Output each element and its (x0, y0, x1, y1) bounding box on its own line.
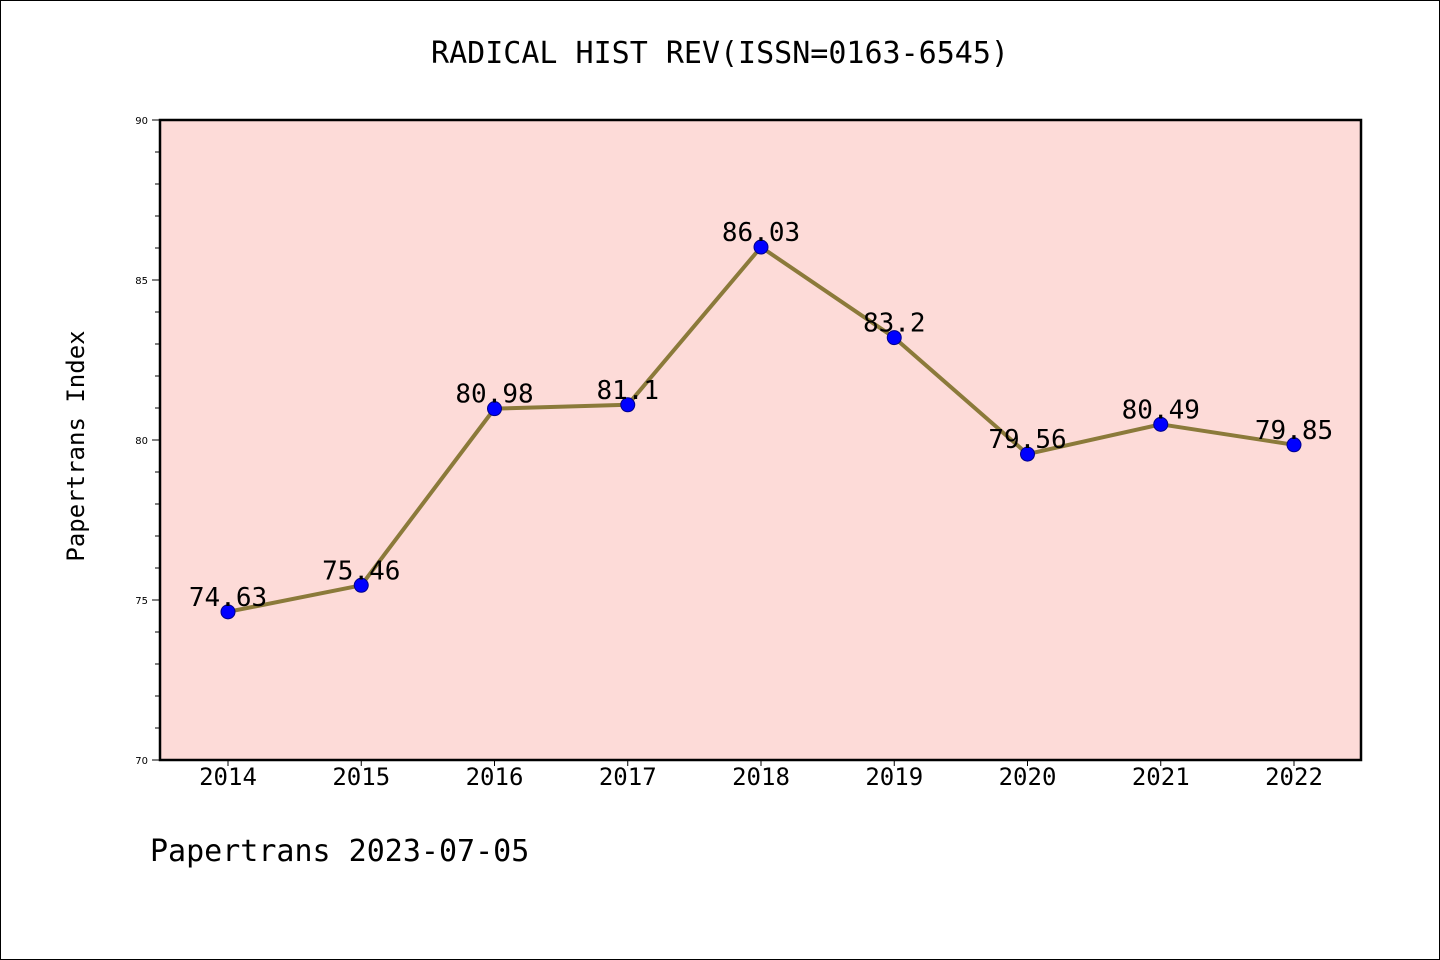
footer-date: Papertrans 2023-07-05 (150, 834, 530, 869)
data-label: 80.98 (455, 380, 533, 410)
y-tick-label: 70 (135, 756, 148, 767)
data-label: 75.46 (322, 556, 400, 586)
x-tick-label: 2017 (599, 763, 657, 791)
data-point (487, 401, 502, 417)
plot-area (160, 120, 1361, 760)
data-label: 83.2 (863, 309, 926, 339)
data-point (220, 604, 236, 620)
data-point (1153, 416, 1169, 432)
plot-border (158, 118, 1363, 762)
x-tick-label: 2019 (865, 763, 923, 791)
data-point (1286, 437, 1302, 453)
data-label: 79.85 (1255, 416, 1333, 446)
y-tick-label: 90 (135, 116, 148, 127)
data-label: 74.63 (189, 583, 267, 613)
y-tick-label: 85 (135, 276, 148, 287)
data-point (620, 397, 636, 413)
data-label: 80.49 (1122, 395, 1200, 425)
x-tick-label: 2022 (1265, 763, 1323, 791)
data-point (1020, 446, 1035, 462)
data-label: 79.56 (988, 425, 1066, 455)
y-tick-label: 80 (135, 436, 148, 447)
x-tick-label: 2021 (1132, 763, 1190, 791)
data-point (753, 239, 769, 255)
chart-title: RADICAL HIST REV(ISSN=0163-6545) (431, 36, 1009, 71)
data-point (353, 577, 369, 593)
data-label: 81.1 (596, 376, 659, 406)
x-tick-label: 2020 (999, 763, 1057, 791)
x-tick-label: 2018 (732, 763, 790, 791)
data-label: 86.03 (722, 218, 800, 248)
data-point (886, 330, 902, 346)
x-tick-label: 2015 (332, 763, 390, 791)
x-tick-label: 2016 (466, 763, 524, 791)
x-tick-label: 2014 (199, 763, 257, 791)
y-tick-label: 75 (135, 596, 148, 607)
